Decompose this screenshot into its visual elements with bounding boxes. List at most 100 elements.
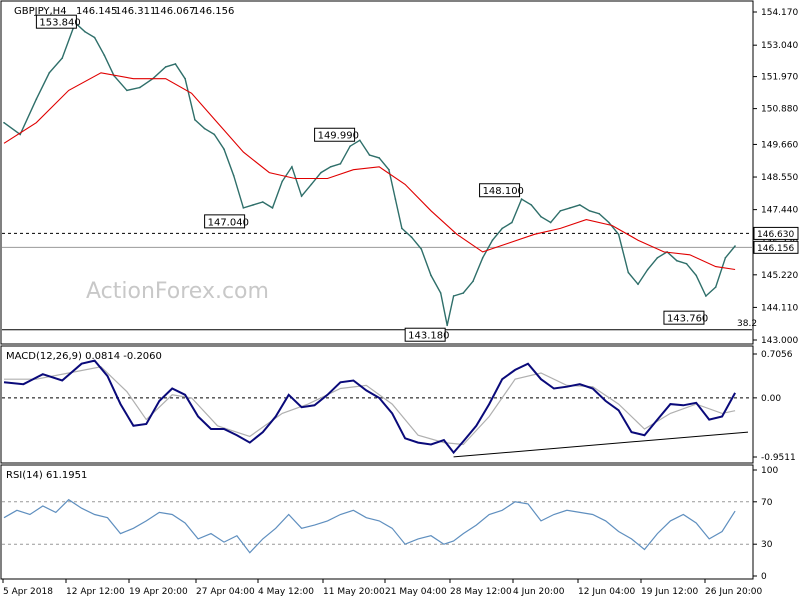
rsi-y-tick-label: 100 [761,466,778,476]
price-point [472,280,474,283]
price-point [598,212,600,215]
price-point [530,204,533,206]
price-panel-frame [0,0,754,345]
macd-y-tick-label: -0.9511 [761,453,796,463]
price-point [520,198,523,200]
axes-group: 154.170 153.040 151.970 150.880 149.660 148.5… [2,8,799,597]
price-y-tick-label: 151.970 [761,73,798,83]
price-point [439,292,442,294]
price-point [559,209,562,212]
price-point [511,221,513,224]
price-point [329,165,332,168]
price-point [93,36,96,39]
price-point [446,324,448,327]
annotation-label: 143.760 [667,314,708,325]
price-point [578,204,581,206]
price-annotation: 143.760 [663,310,708,325]
price-point [48,71,51,74]
price-point [310,183,313,186]
price-annotation: 149.990 [314,127,359,142]
price-y-tick-label: 147.440 [761,206,798,216]
annotation-box [314,127,356,142]
rsi-y-tick-label: 70 [761,498,773,508]
x-tick-label: 5 Apr 2018 [3,587,53,597]
price-y-tick-label: 145.220 [761,271,798,281]
price-point [35,98,38,101]
macd-panel-frame [0,345,754,464]
price-y-tick-label: 153.040 [761,41,798,51]
price-annotation: 148.100 [479,183,524,198]
price-point [232,174,235,177]
price-point [588,209,591,212]
rsi-line [3,498,736,554]
price-point [685,262,688,265]
price-point [103,54,106,56]
price-point [501,227,503,230]
price-point [388,168,390,171]
price-point [452,295,455,297]
price-point [194,118,196,121]
ohlc-high: 146.311 [115,6,156,17]
price-point [401,227,403,230]
fib-label: 38.2 [737,319,757,329]
price-point [617,233,620,236]
rsi-series-group [2,498,752,554]
price-point [656,256,659,259]
macd-y-tick-label: 0.00 [761,394,781,404]
watermark: ActionForex.com [86,279,269,304]
price-y-tick-label: 144.110 [761,303,798,313]
rsi-y-tick-label: 30 [761,540,773,550]
price-point [339,163,342,165]
price-point [378,157,381,159]
annotation-label: 148.100 [483,186,524,197]
price-point [3,121,5,124]
price-point [705,295,707,297]
current-axis-tag-label: 146.156 [757,244,794,254]
macd-legend: MACD(12,26,9) 0.0814 -0.2060 [6,351,162,362]
x-tick-label: 19 Apr 20:00 [129,587,188,597]
rsi-y-tick-label: 0 [761,572,767,582]
x-tick-label: 28 May 12:00 [450,587,512,597]
price-point [569,207,571,209]
x-tick-label: 11 May 20:00 [323,587,385,597]
price-y-tick-label: 143.000 [761,336,798,346]
x-tick-label: 12 Jun 04:00 [578,587,635,597]
price-series-group: 153.840 147.040 149.990 143.180 148.100 143.7… [2,14,757,342]
price-point [608,221,610,224]
price-y-tick-label: 148.550 [761,173,798,183]
price-point [252,204,254,206]
price-annotation: 143.180 [404,327,450,342]
price-point [213,133,216,136]
x-tick-label: 21 May 04:00 [385,587,447,597]
current-axis-tag-box [753,240,799,254]
price-point [714,286,717,288]
x-tick-label: 26 Jun 20:00 [705,587,762,597]
price-point [84,30,86,33]
price-point [349,145,351,147]
price-point [281,180,283,183]
price-point [19,133,21,136]
price-point [420,248,423,250]
price-annotation: 147.040 [204,214,249,229]
annotation-label: 147.040 [208,217,249,228]
macd-y-tick-label: 0.7056 [761,350,793,360]
level-axis-tag-label: 146.630 [757,230,794,240]
price-point [394,198,397,200]
price-point [271,207,274,209]
current-axis-tag: 146.156 [753,240,799,254]
x-tick-label: 19 Jun 12:00 [641,587,698,597]
price-point [359,139,361,142]
price-annotation: 153.840 [35,14,81,29]
price-point [430,274,432,277]
price-point [126,89,128,92]
price-point [300,195,303,197]
annotation-box [404,327,446,342]
ohlc-legend: 146.145 146.311 146.067 146.156 [76,6,234,17]
x-tick-label: 27 Apr 04:00 [196,587,255,597]
price-point [320,171,322,174]
price-point [223,148,225,150]
x-tick-label: 4 Jun 20:00 [513,587,565,597]
annotation-box [479,183,521,198]
price-point [676,259,678,262]
